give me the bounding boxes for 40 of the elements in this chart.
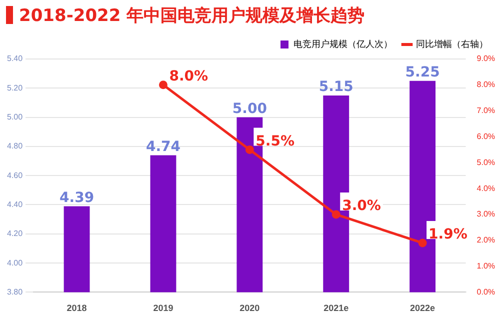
point	[245, 145, 254, 154]
x-tick-label: 2022e	[410, 303, 436, 314]
y2-tick-label: 6.0%	[476, 132, 495, 141]
point	[332, 210, 340, 219]
y2-tick-label: 5.0%	[476, 158, 495, 167]
data-label: 3.0%	[342, 198, 381, 214]
legend-label: 同比增幅（右轴）	[416, 38, 488, 49]
data-label: 8.0%	[169, 68, 208, 85]
y-tick-label: 5.20	[6, 83, 24, 92]
y2-tick-label: 9.0%	[476, 54, 495, 64]
data-label: 1.9%	[428, 226, 468, 243]
data-label: 5.15	[318, 79, 354, 96]
y-tick-label: 4.60	[6, 170, 24, 180]
point	[418, 238, 427, 248]
x-tick-label: 2021e	[324, 303, 349, 314]
y-tick-label: 5.40	[6, 54, 24, 64]
legend-label: 电竞用户规模（亿人次）	[294, 38, 392, 49]
y-tick-label: 4.40	[6, 200, 24, 209]
data-label: 4.39	[60, 190, 94, 206]
x-tick-label: 2018	[66, 303, 87, 314]
y-tick-label: 5.00	[6, 112, 24, 122]
y-tick-label: 4.00	[6, 258, 24, 268]
y2-tick-label: 3.0%	[476, 210, 495, 219]
y2-tick-label: 4.0%	[476, 184, 495, 193]
data-label: 5.00	[232, 100, 268, 117]
chart-title: 2018-2022 年中国电竞用户规模及增长趋势	[19, 4, 365, 26]
y2-tick-label: 1.0%	[476, 261, 495, 270]
y2-tick-label: 7.0%	[476, 106, 495, 116]
point	[158, 80, 168, 90]
y2-tick-label: 2.0%	[476, 236, 495, 245]
x-tick-label: 2019	[153, 303, 174, 314]
y-tick-label: 4.20	[6, 229, 24, 238]
y2-tick-label: 0.0%	[476, 287, 495, 296]
y2-tick-label: 8.0%	[476, 80, 495, 90]
data-label: 4.74	[146, 138, 181, 155]
y-tick-label: 4.80	[6, 142, 24, 151]
y-tick-label: 3.80	[6, 287, 24, 296]
data-label: 5.25	[405, 64, 440, 81]
data-label: 5.5%	[256, 133, 294, 150]
x-tick-label: 2020	[240, 303, 260, 314]
